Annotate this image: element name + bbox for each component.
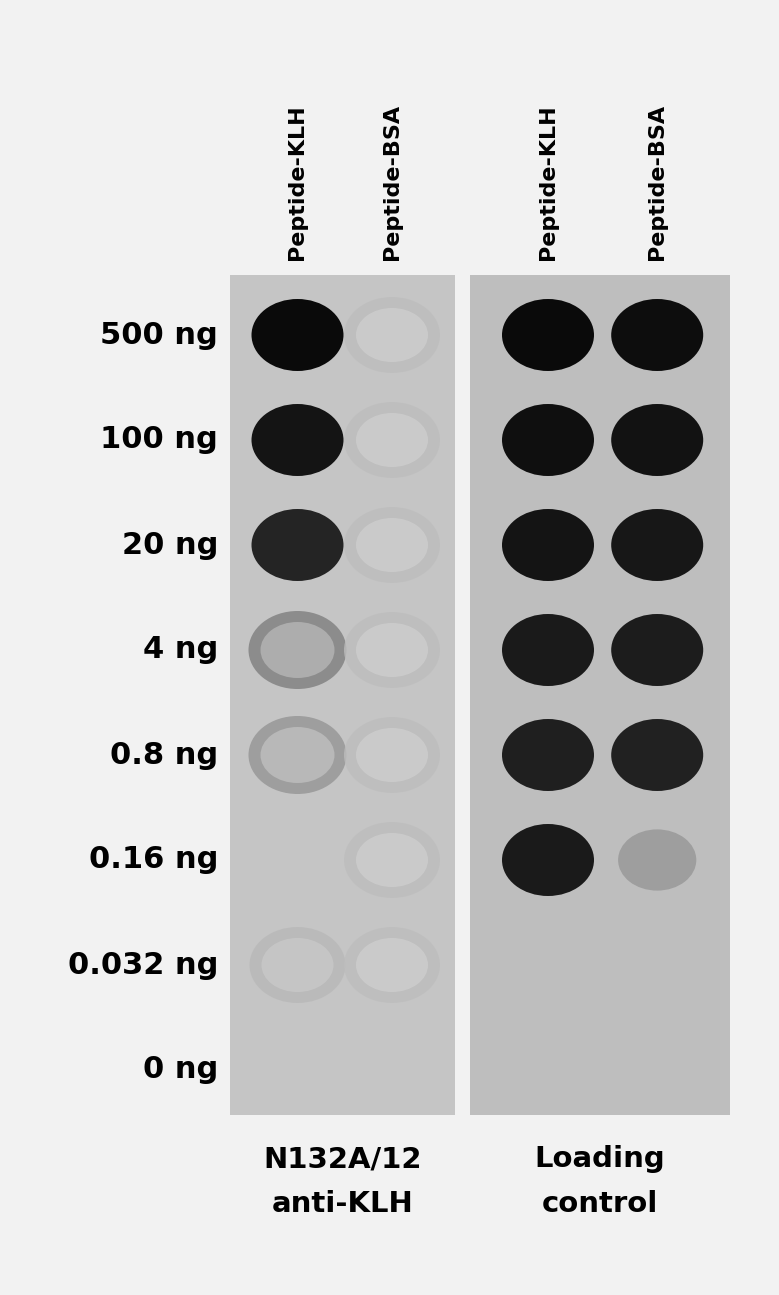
Ellipse shape bbox=[612, 719, 703, 791]
Text: control: control bbox=[542, 1190, 658, 1219]
Ellipse shape bbox=[612, 509, 703, 581]
Text: 0.8 ng: 0.8 ng bbox=[110, 741, 218, 769]
Ellipse shape bbox=[502, 719, 594, 791]
Text: Peptide-KLH: Peptide-KLH bbox=[538, 105, 558, 260]
Ellipse shape bbox=[502, 404, 594, 477]
Text: 0.16 ng: 0.16 ng bbox=[89, 846, 218, 874]
Ellipse shape bbox=[252, 509, 344, 581]
Text: 0.032 ng: 0.032 ng bbox=[68, 951, 218, 979]
Ellipse shape bbox=[618, 829, 696, 891]
Ellipse shape bbox=[344, 717, 440, 793]
Ellipse shape bbox=[502, 614, 594, 686]
Ellipse shape bbox=[356, 518, 428, 572]
Text: Peptide-BSA: Peptide-BSA bbox=[647, 104, 667, 260]
Ellipse shape bbox=[260, 622, 334, 679]
Bar bbox=[230, 275, 455, 1115]
Ellipse shape bbox=[356, 833, 428, 887]
Ellipse shape bbox=[612, 614, 703, 686]
Ellipse shape bbox=[344, 927, 440, 1004]
Text: 20 ng: 20 ng bbox=[122, 531, 218, 559]
Ellipse shape bbox=[249, 927, 346, 1004]
Text: Peptide-BSA: Peptide-BSA bbox=[382, 104, 402, 260]
Text: Peptide-KLH: Peptide-KLH bbox=[287, 105, 308, 260]
Text: 100 ng: 100 ng bbox=[100, 426, 218, 455]
Ellipse shape bbox=[249, 611, 347, 689]
Text: Loading: Loading bbox=[534, 1145, 665, 1173]
Ellipse shape bbox=[502, 299, 594, 370]
Ellipse shape bbox=[260, 726, 334, 783]
Ellipse shape bbox=[249, 716, 347, 794]
Ellipse shape bbox=[252, 299, 344, 370]
Text: 0 ng: 0 ng bbox=[143, 1055, 218, 1084]
Ellipse shape bbox=[612, 299, 703, 370]
Ellipse shape bbox=[356, 938, 428, 992]
Ellipse shape bbox=[356, 308, 428, 363]
Ellipse shape bbox=[502, 509, 594, 581]
Text: 4 ng: 4 ng bbox=[143, 636, 218, 664]
Ellipse shape bbox=[356, 413, 428, 467]
Ellipse shape bbox=[262, 938, 333, 992]
Bar bbox=[470, 275, 730, 1115]
Ellipse shape bbox=[344, 613, 440, 688]
Text: anti-KLH: anti-KLH bbox=[272, 1190, 414, 1219]
Ellipse shape bbox=[344, 401, 440, 478]
Ellipse shape bbox=[344, 297, 440, 373]
Ellipse shape bbox=[612, 404, 703, 477]
Ellipse shape bbox=[356, 623, 428, 677]
Ellipse shape bbox=[356, 728, 428, 782]
Ellipse shape bbox=[252, 404, 344, 477]
Ellipse shape bbox=[502, 824, 594, 896]
Text: 500 ng: 500 ng bbox=[100, 320, 218, 350]
Ellipse shape bbox=[344, 822, 440, 897]
Text: N132A/12: N132A/12 bbox=[263, 1145, 421, 1173]
Ellipse shape bbox=[344, 508, 440, 583]
